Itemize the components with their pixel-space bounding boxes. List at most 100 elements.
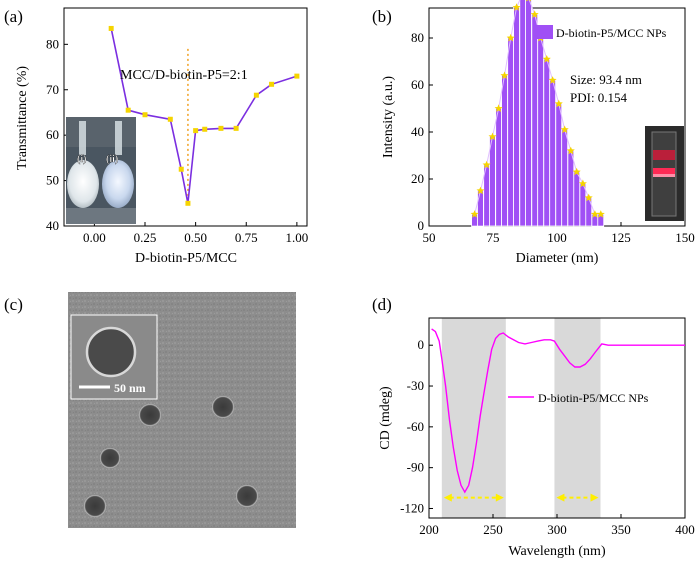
panel-a-xtick-label: 1.00 (286, 230, 309, 245)
panel-a-data-point (218, 125, 224, 131)
band-arrow-head (556, 493, 565, 502)
panel-d-xtick-label: 200 (419, 522, 439, 537)
panel-a-data-point (294, 73, 300, 79)
panel-b-bar (507, 37, 515, 227)
panel-d-shaded-bands (441, 318, 601, 518)
flask-photo-inset: (i) (ii) (66, 117, 136, 224)
panel-b-data-point (566, 146, 575, 155)
panel-b-data-point (512, 3, 521, 11)
nanoparticle (212, 396, 234, 418)
panel-a-points (108, 25, 300, 206)
panel-b-data-point (482, 160, 491, 169)
panel-d-ytick-label: -120 (400, 500, 424, 515)
panel-d-ytick-label: 0 (418, 337, 425, 352)
panel-b-data-point (554, 99, 563, 108)
panel-a-data-point (193, 128, 199, 134)
nanoparticle (236, 485, 258, 507)
panel-b-data-point (542, 55, 551, 63)
band-arrow-head (443, 493, 452, 502)
nanoparticle (84, 495, 106, 517)
panel-d-ytick-label: -90 (407, 460, 424, 475)
panel-a-data-point (142, 112, 148, 118)
panel-b-ytick-label: 60 (411, 77, 424, 92)
panel-c: (c) 50 nm (4, 292, 296, 528)
panel-b-data-point (590, 210, 599, 218)
legend-bar-swatch (535, 25, 553, 39)
size-text: Size: 93.4 nm (570, 72, 642, 87)
panel-d-ticks: 200 250 300 350 400 -120 -90 -60 -30 0 (400, 337, 695, 537)
panel-b-data-point (584, 193, 593, 202)
nanoparticle (139, 404, 161, 426)
panel-a-xtick-label: 0.50 (184, 230, 207, 245)
panel-a-data-point (167, 116, 173, 122)
panel-b-ylabel: Intensity (a.u.) (381, 76, 396, 158)
panel-b-xtick-label: 100 (547, 230, 567, 245)
panel-a-ytick-label: 60 (46, 127, 59, 142)
panel-a-data-point (202, 126, 208, 132)
panel-b-bar (561, 129, 569, 227)
nanoparticle (100, 448, 120, 468)
panel-b-bar (501, 75, 508, 227)
panel-d-label: (d) (372, 295, 392, 314)
panel-d-shaded-band (554, 318, 601, 518)
panel-b-bar (489, 136, 496, 227)
panel-b-data-point (572, 167, 581, 176)
pdi-text: PDI: 0.154 (570, 90, 628, 105)
panel-a-transmittance-line (110, 28, 298, 204)
panel-b-data-point (596, 210, 605, 218)
panel-b-bar (573, 171, 581, 227)
panel-a-data-point (269, 81, 275, 87)
flask-label-ii: (ii) (106, 154, 118, 165)
panel-b-bar (543, 58, 551, 227)
panel-a-data-point (233, 125, 239, 131)
panel-a-frame (63, 7, 308, 227)
panel-b-bar (477, 190, 484, 227)
panel-b-ytick-label: 40 (411, 124, 424, 139)
panel-d-shaded-band (441, 318, 506, 518)
panel-b-ytick-label: 80 (411, 30, 424, 45)
panel-b-data-point (494, 104, 503, 112)
flask-label-i: (i) (77, 154, 86, 165)
panel-a: (a) 0.00 0.25 0.50 0.75 1.00 40 50 60 70 80 MCC/D… (4, 7, 308, 266)
panel-b-bar (555, 103, 563, 227)
panel-b-data-point (578, 179, 587, 188)
panel-c-label: (c) (4, 295, 23, 314)
panel-b-data-point (506, 33, 515, 42)
panel-a-data-point (253, 92, 259, 98)
panel-b: (b) 5075100125150020406080100 D-biotin-P… (372, 0, 695, 266)
panel-a-ytick-label: 70 (46, 82, 59, 97)
panel-b-xtick-label: 150 (675, 230, 695, 245)
panel-b-bar (579, 183, 587, 227)
panel-b-data-point (488, 132, 497, 141)
tem-zoom-inset: 50 nm (70, 314, 158, 400)
panel-a-label: (a) (4, 7, 23, 26)
panel-b-data-point (548, 76, 557, 84)
cuvette-photo-inset (645, 126, 684, 221)
panel-b-legend-text: D-biotin-P5/MCC NPs (556, 26, 667, 40)
panel-b-xtick-label: 75 (487, 230, 500, 245)
panel-d-cd-line (431, 328, 685, 494)
panel-b-data-point (530, 10, 539, 18)
band-arrow-head (590, 493, 599, 502)
scale-bar-label: 50 nm (114, 381, 146, 395)
panel-b-xtick-label: 125 (611, 230, 631, 245)
panel-a-data-point (108, 25, 114, 31)
panel-b-legend: D-biotin-P5/MCC NPs (535, 25, 667, 40)
panel-d-xlabel: Wavelength (nm) (508, 544, 606, 559)
panel-d-xtick-label: 250 (483, 522, 503, 537)
panel-b-bar (525, 0, 532, 227)
panel-a-xtick-label: 0.25 (134, 230, 157, 245)
panel-a-ylabel: Transmittance (%) (15, 66, 30, 170)
panel-d-ytick-label: -60 (407, 419, 424, 434)
panel-d-xtick-label: 350 (611, 522, 631, 537)
panel-b-bar (549, 79, 557, 227)
panel-d-legend-text: D-biotin-P5/MCC NPs (538, 391, 649, 405)
panel-d: (d) 200 250 300 350 400 -120 -90 -60 -30 0 D-biot… (372, 295, 695, 559)
panel-a-xtick-label: 0.75 (235, 230, 258, 245)
panel-b-ticks: 5075100125150020406080100 (411, 30, 695, 245)
panel-b-bar (531, 14, 539, 227)
panel-b-bar (537, 37, 545, 227)
panel-b-xlabel: Diameter (nm) (516, 251, 599, 266)
panel-b-bar (567, 150, 575, 227)
panel-a-ytick-label: 40 (46, 218, 59, 233)
